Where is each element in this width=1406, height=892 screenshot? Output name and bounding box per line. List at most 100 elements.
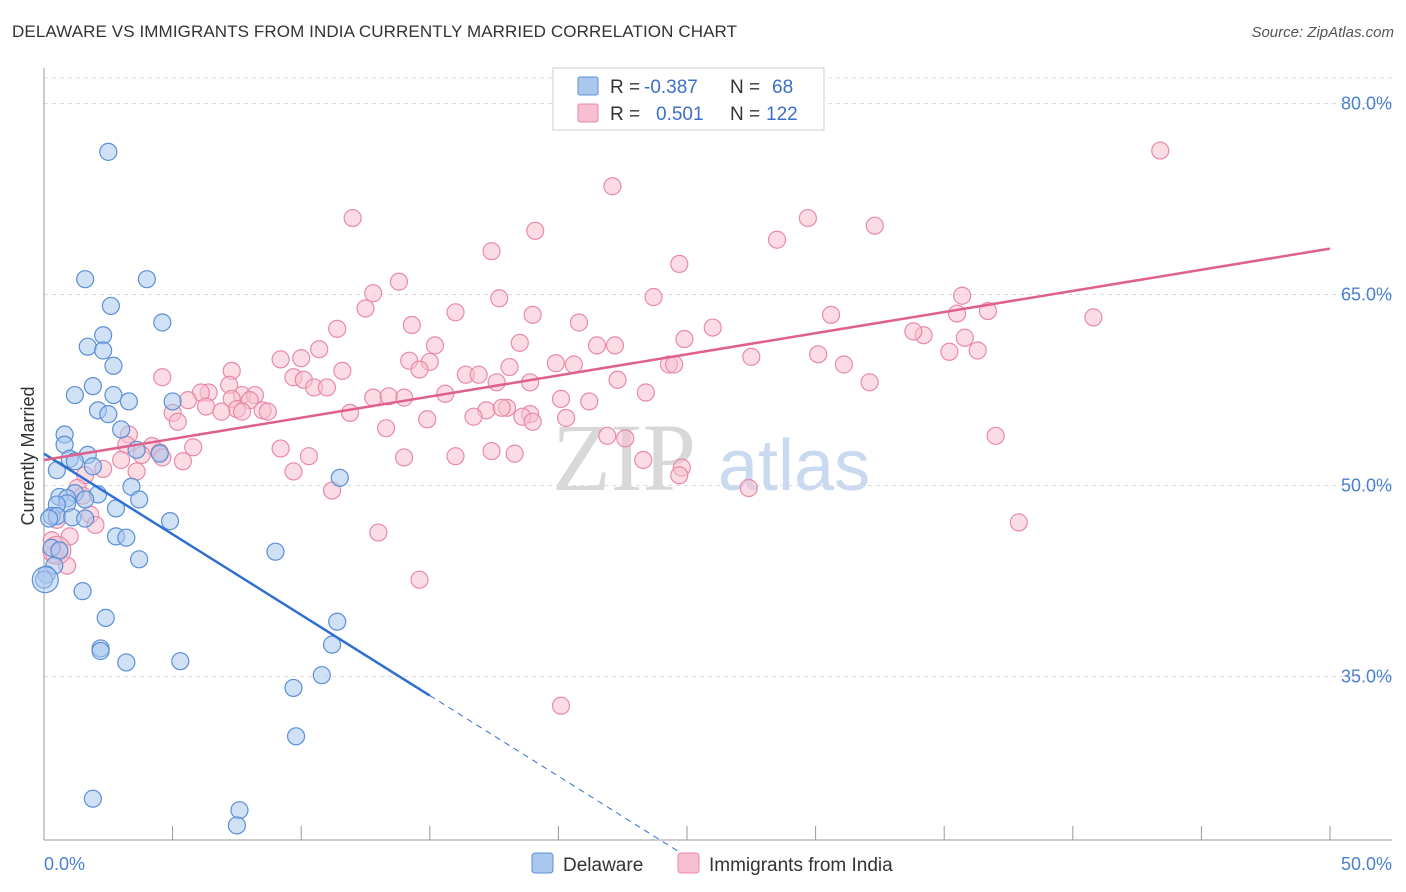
- india-point: [402, 315, 421, 335]
- india-point: [364, 284, 383, 303]
- delaware-point: [163, 392, 182, 411]
- delaware-point: [94, 326, 113, 345]
- delaware-point: [330, 468, 349, 487]
- india-point: [953, 286, 972, 305]
- india-point: [569, 313, 589, 332]
- india-point: [703, 318, 722, 337]
- india-point: [865, 216, 884, 235]
- delaware-point: [227, 816, 246, 835]
- india-point: [505, 444, 524, 463]
- legend-delaware-n-label: N =: [730, 77, 760, 98]
- india-point: [364, 388, 383, 407]
- delaware-point: [119, 392, 138, 411]
- bottom-legend-delaware-label: Delaware: [563, 855, 643, 876]
- bottom-legend-india-swatch: [677, 852, 700, 874]
- india-point: [510, 333, 529, 352]
- watermark-zip: ZIP: [552, 404, 696, 511]
- delaware-point: [153, 313, 172, 332]
- y-tick-label: 80.0%: [1341, 93, 1392, 113]
- india-point: [564, 355, 583, 374]
- india-point: [809, 345, 828, 364]
- india-point: [644, 287, 663, 307]
- delaware-point: [83, 377, 102, 396]
- delaware-point: [130, 490, 149, 509]
- india-point: [767, 230, 787, 249]
- india-point: [153, 368, 172, 387]
- india-point: [333, 361, 352, 380]
- india-point: [860, 373, 879, 392]
- delaware-point: [266, 542, 285, 561]
- x-tick-labels: 0.0% 50.0%: [44, 854, 1392, 874]
- top-legend: R = -0.387 N = 68 R = 0.501 N = 122: [552, 67, 825, 131]
- legend-india-r-value: 0.501: [656, 104, 704, 125]
- india-point: [212, 402, 231, 421]
- delaware-point: [117, 653, 136, 672]
- india-point: [178, 391, 198, 410]
- delaware-point: [65, 452, 84, 471]
- y-axis-label: Currently Married: [18, 386, 38, 525]
- delaware-point: [99, 405, 118, 424]
- legend-delaware-r-value: -0.387: [644, 77, 698, 98]
- delaware-point: [322, 635, 342, 654]
- india-trend-line: [43, 247, 1331, 462]
- india-point: [173, 452, 192, 471]
- legend-delaware-swatch: [577, 76, 599, 96]
- watermark-atlas: atlas: [718, 426, 870, 506]
- delaware-point: [101, 296, 120, 316]
- delaware-point: [50, 541, 69, 560]
- bottom-legend-india-label: Immigrants from India: [709, 855, 893, 876]
- india-point: [446, 447, 465, 466]
- india-point: [343, 208, 362, 228]
- india-point: [196, 397, 216, 416]
- india-point: [299, 447, 319, 466]
- delaware-point: [94, 341, 113, 360]
- india-point: [112, 450, 131, 470]
- delaware-point: [40, 509, 59, 528]
- india-point: [947, 304, 967, 323]
- india-point: [369, 523, 388, 542]
- india-point: [464, 407, 483, 426]
- india-point: [523, 305, 542, 324]
- india-point: [636, 383, 655, 402]
- india-point: [968, 341, 987, 360]
- india-point: [258, 402, 277, 421]
- india-point: [551, 696, 571, 715]
- india-point: [739, 478, 758, 498]
- india-point: [410, 360, 429, 379]
- delaware-point: [117, 528, 136, 547]
- india-point: [184, 438, 203, 457]
- india-point: [670, 466, 689, 485]
- india-point: [580, 392, 599, 411]
- bottom-legend-delaware-swatch: [531, 852, 554, 874]
- chart-title: DELAWARE VS IMMIGRANTS FROM INDIA CURREN…: [12, 22, 738, 41]
- legend-delaware-r-label: R =: [610, 77, 640, 98]
- delaware-point: [96, 608, 115, 627]
- delaware-point: [286, 727, 306, 746]
- india-point: [500, 357, 519, 377]
- delaware-trend-line: [43, 452, 431, 697]
- india-point: [675, 329, 694, 349]
- delaware-point: [76, 270, 95, 289]
- india-point: [551, 389, 571, 408]
- delaware-point: [73, 582, 92, 601]
- india-point: [446, 303, 465, 322]
- delaware-point: [76, 490, 95, 509]
- india-point: [469, 365, 488, 384]
- y-tick-labels: 35.0% 50.0% 65.0% 80.0%: [1341, 93, 1392, 686]
- legend-india-r-label: R =: [610, 104, 640, 125]
- delaware-point: [150, 444, 169, 463]
- india-point: [940, 342, 959, 361]
- legend-india-swatch: [577, 103, 599, 123]
- india-point: [587, 336, 607, 355]
- india-point: [821, 305, 841, 324]
- delaware-points: [31, 142, 349, 835]
- india-point: [340, 403, 360, 422]
- legend-delaware-n-value: 68: [772, 77, 793, 98]
- delaware-point: [91, 641, 110, 661]
- source-label: Source: ZipAtlas.com: [1251, 24, 1394, 41]
- delaware-point: [99, 142, 118, 161]
- india-point: [482, 242, 501, 261]
- india-point: [608, 370, 627, 389]
- y-tick-label: 35.0%: [1341, 666, 1392, 686]
